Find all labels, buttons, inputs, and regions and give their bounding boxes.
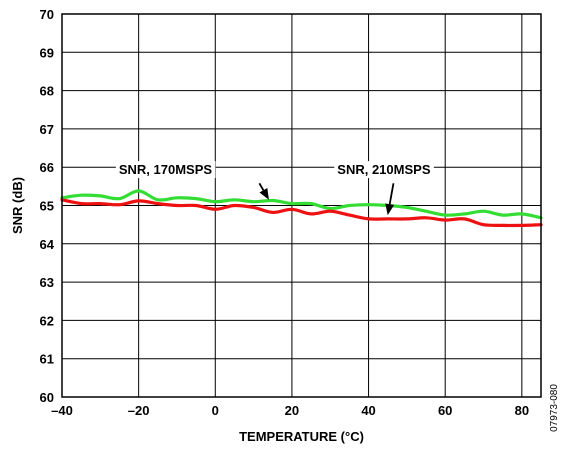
series-line-170msps xyxy=(60,189,543,220)
x-axis-label: TEMPERATURE (°C) xyxy=(239,429,364,444)
annotation-label: SNR, 210MSPS xyxy=(337,162,431,177)
y-tick-label: 63 xyxy=(40,275,54,290)
annotation-arrow-head xyxy=(385,203,395,216)
x-tick-label: 60 xyxy=(438,403,452,418)
annotation-arrow-shaft xyxy=(388,183,395,205)
plot-frame xyxy=(61,13,542,398)
annotations: SNR, 170MSPS SNR, 210MSPS xyxy=(115,161,434,216)
annotation-label-bg xyxy=(334,161,434,179)
y-tick-label: 70 xyxy=(40,7,54,22)
x-tick-label: 40 xyxy=(361,403,375,418)
x-tick-label: –40 xyxy=(51,403,73,418)
x-tick-label: 0 xyxy=(212,403,219,418)
series-lines xyxy=(60,189,543,228)
y-tick-label: 62 xyxy=(40,313,54,328)
annotation-label: SNR, 170MSPS xyxy=(119,162,213,177)
y-tick-label: 65 xyxy=(40,199,54,214)
annotation-label-bg xyxy=(115,161,216,179)
grid xyxy=(61,13,541,398)
y-tick-label: 64 xyxy=(40,237,55,252)
y-axis-label: SNR (dB) xyxy=(10,177,25,234)
y-tick-labels: 60 61 62 63 64 65 66 67 68 69 70 xyxy=(40,7,55,405)
annotation-arrow-shaft xyxy=(258,182,265,191)
figure-id: 07973-080 xyxy=(549,384,560,432)
y-tick-label: 60 xyxy=(40,390,54,405)
x-tick-label: –20 xyxy=(128,403,150,418)
annotation-arrow-head xyxy=(259,187,269,200)
x-tick-label: 80 xyxy=(515,403,529,418)
y-tick-label: 67 xyxy=(40,122,54,137)
y-tick-label: 66 xyxy=(40,160,54,175)
series-line-210msps xyxy=(60,198,543,228)
x-tick-labels: –40 –20 0 20 40 60 80 xyxy=(51,403,529,418)
y-tick-label: 68 xyxy=(40,84,54,99)
y-tick-label: 69 xyxy=(40,45,54,60)
x-tick-label: 20 xyxy=(285,403,299,418)
y-tick-label: 61 xyxy=(40,352,54,367)
